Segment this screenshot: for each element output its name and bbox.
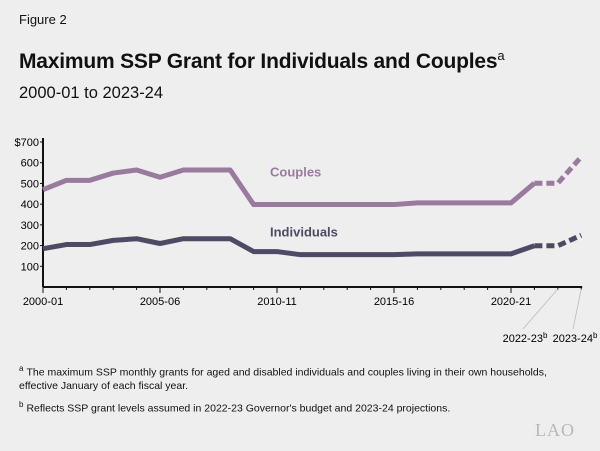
y-tick-label: 100 bbox=[21, 261, 39, 273]
x-tick-label: 2005-06 bbox=[140, 296, 180, 308]
footnote-marker: b bbox=[19, 400, 24, 409]
chart-subtitle: 2000-01 to 2023-24 bbox=[19, 84, 164, 102]
chart-title: Maximum SSP Grant for Individuals and Co… bbox=[19, 48, 505, 74]
y-tick-label: $700 bbox=[15, 137, 39, 149]
figure-label: Figure 2 bbox=[19, 12, 67, 27]
x-tick-label: 2000-01 bbox=[23, 296, 63, 308]
footnote-text: Reflects SSP grant levels assumed in 202… bbox=[26, 402, 451, 415]
title-note-marker: a bbox=[497, 48, 505, 63]
callout-marker: b bbox=[593, 331, 598, 340]
footnote-marker: a bbox=[19, 364, 24, 373]
y-tick-label: 600 bbox=[21, 158, 39, 170]
footnote-a: a The maximum SSP monthly grants for aged… bbox=[19, 362, 579, 393]
series-label: Couples bbox=[270, 165, 321, 180]
series-line-couples bbox=[42, 167, 537, 208]
callout-marker: b bbox=[543, 331, 548, 340]
y-tick-label: 400 bbox=[21, 199, 39, 211]
x-tick-label: 2020-21 bbox=[491, 296, 531, 308]
title-text: Maximum SSP Grant for Individuals and Co… bbox=[19, 50, 498, 73]
series-projection-couples bbox=[534, 155, 584, 186]
footnote-b: b Reflects SSP grant levels assumed in 20… bbox=[19, 398, 579, 416]
lao-logo: LAO bbox=[535, 420, 575, 440]
x-callout-label: 2022-23b bbox=[503, 331, 548, 345]
y-tick-label: 300 bbox=[21, 220, 39, 232]
footnote-text: The maximum SSP monthly grants for aged … bbox=[19, 366, 547, 392]
x-tick-label: 2015-16 bbox=[374, 296, 414, 308]
series-projection-individuals bbox=[534, 232, 583, 249]
x-callout-label: 2023-24b bbox=[553, 331, 598, 345]
callout-leader bbox=[522, 288, 559, 330]
y-tick-label: 500 bbox=[21, 178, 39, 190]
series-line-individuals bbox=[42, 236, 536, 258]
x-tick-label: 2010-11 bbox=[257, 296, 297, 308]
y-tick-label: 200 bbox=[21, 241, 39, 253]
callout-leader bbox=[572, 288, 582, 330]
series-label: Individuals bbox=[270, 225, 338, 240]
